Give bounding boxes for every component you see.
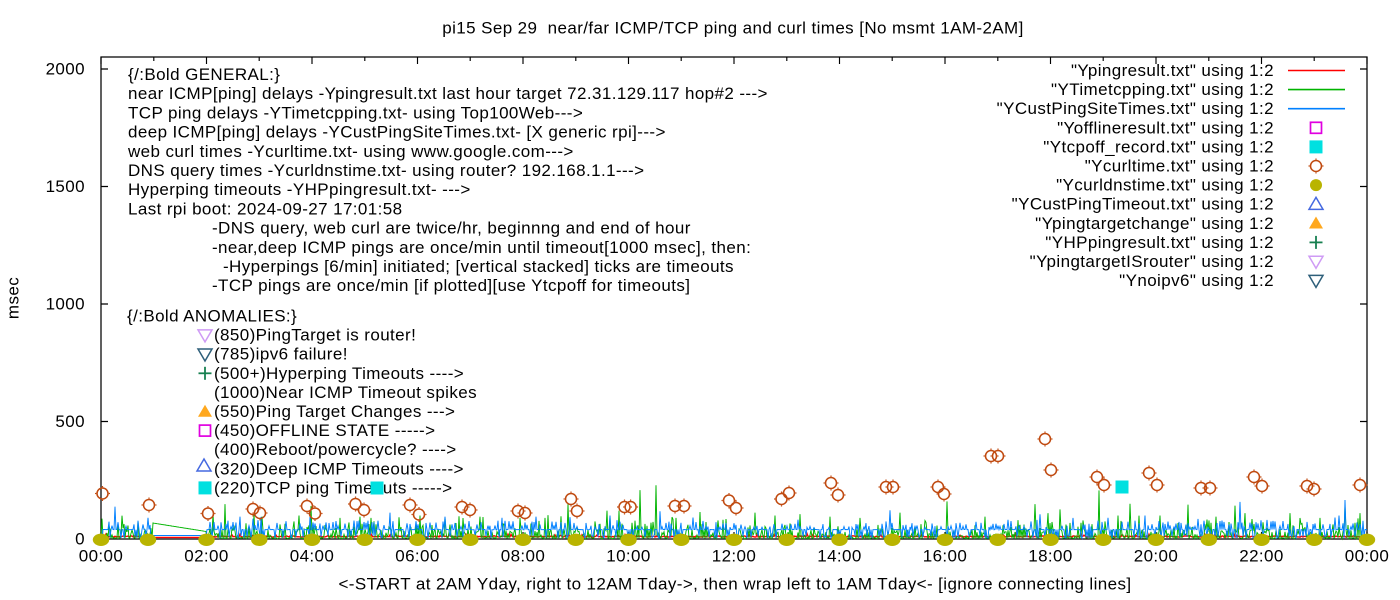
svg-text:2000: 2000	[46, 60, 85, 79]
svg-text:"YTimetcpping.txt" using 1:2: "YTimetcpping.txt" using 1:2	[1051, 80, 1274, 99]
svg-text:06:00: 06:00	[395, 547, 440, 566]
svg-text:00:00: 00:00	[79, 547, 124, 566]
svg-text:(500+)Hyperping Timeouts ---->: (500+)Hyperping Timeouts ---->	[214, 364, 464, 383]
svg-text:20:00: 20:00	[1134, 547, 1179, 566]
svg-text:<-START at 2AM Yday, right to: <-START at 2AM Yday, right to 12AM Tday-…	[338, 575, 1131, 594]
svg-text:DNS query times -Ycurldnstime.: DNS query times -Ycurldnstime.txt- using…	[128, 161, 644, 180]
svg-text:"Ypingtargetchange" using 1:2: "Ypingtargetchange" using 1:2	[1035, 214, 1274, 233]
svg-text:16:00: 16:00	[923, 547, 968, 566]
svg-text:14:00: 14:00	[817, 547, 862, 566]
svg-text:500: 500	[55, 412, 85, 431]
svg-text:1000: 1000	[46, 295, 85, 314]
svg-text:"Yofflineresult.txt" using 1:2: "Yofflineresult.txt" using 1:2	[1057, 118, 1274, 137]
svg-text:(220)TCP ping Timeouts ----->: (220)TCP ping Timeouts ----->	[214, 478, 453, 497]
svg-text:"YCustPingTimeout.txt" using 1: "YCustPingTimeout.txt" using 1:2	[1012, 195, 1274, 214]
svg-text:(785)ipv6 failure!: (785)ipv6 failure!	[214, 345, 348, 364]
svg-text:{/:Bold ANOMALIES:}: {/:Bold ANOMALIES:}	[127, 307, 297, 326]
svg-text:(450)OFFLINE STATE ----->: (450)OFFLINE STATE ----->	[214, 421, 435, 440]
svg-text:"Ytcpoff_record.txt" using 1:2: "Ytcpoff_record.txt" using 1:2	[1043, 137, 1274, 156]
svg-text:"Ycurldnstime.txt" using 1:2: "Ycurldnstime.txt" using 1:2	[1056, 176, 1274, 195]
svg-text:"Ynoipv6" using 1:2: "Ynoipv6" using 1:2	[1119, 271, 1274, 290]
svg-text:Last rpi boot: 2024-09-27 17:0: Last rpi boot: 2024-09-27 17:01:58	[128, 199, 402, 218]
svg-text:(550)Ping Target Changes --->: (550)Ping Target Changes --->	[214, 402, 455, 421]
svg-text:deep ICMP[ping] delays -YCustP: deep ICMP[ping] delays -YCustPingSiteTim…	[128, 123, 666, 142]
svg-text:(400)Reboot/powercycle? ---->: (400)Reboot/powercycle? ---->	[214, 440, 457, 459]
svg-text:18:00: 18:00	[1028, 547, 1073, 566]
svg-text:08:00: 08:00	[501, 547, 546, 566]
svg-text:0: 0	[75, 530, 85, 549]
svg-text:(850)PingTarget is router!: (850)PingTarget is router!	[214, 326, 416, 345]
svg-text:TCP ping delays -YTimetcpping.: TCP ping delays -YTimetcpping.txt- using…	[128, 103, 583, 122]
svg-text:msec: msec	[4, 277, 23, 319]
svg-text:-TCP pings are once/min [if pl: -TCP pings are once/min [if plotted][use…	[212, 276, 690, 295]
svg-text:"YHPpingresult.txt" using 1:2: "YHPpingresult.txt" using 1:2	[1045, 233, 1274, 252]
svg-text:near ICMP[ping] delays -Ypingr: near ICMP[ping] delays -Ypingresult.txt …	[128, 84, 768, 103]
svg-text:{/:Bold GENERAL:}: {/:Bold GENERAL:}	[128, 65, 280, 84]
svg-text:(1000)Near ICMP Timeout spikes: (1000)Near ICMP Timeout spikes	[214, 383, 477, 402]
svg-text:22:00: 22:00	[1239, 547, 1284, 566]
svg-text:pi15 Sep 29 near/far ICMP/TCP: pi15 Sep 29 near/far ICMP/TCP ping and c…	[442, 19, 1023, 38]
svg-text:"YCustPingSiteTimes.txt" using: "YCustPingSiteTimes.txt" using 1:2	[997, 99, 1274, 118]
svg-text:10:00: 10:00	[606, 547, 651, 566]
svg-text:Hyperping timeouts -YHPpingres: Hyperping timeouts -YHPpingresult.txt- -…	[128, 180, 471, 199]
svg-text:00:00: 00:00	[1345, 547, 1390, 566]
svg-text:web curl times -Ycurltime.txt-: web curl times -Ycurltime.txt- using www…	[127, 142, 574, 161]
svg-text:-DNS query, web curl are twice: -DNS query, web curl are twice/hr, begin…	[212, 219, 691, 238]
svg-text:"Ypingresult.txt" using 1:2: "Ypingresult.txt" using 1:2	[1071, 61, 1274, 80]
svg-text:"YpingtargetISrouter" using 1:: "YpingtargetISrouter" using 1:2	[1030, 252, 1274, 271]
svg-text:04:00: 04:00	[290, 547, 335, 566]
svg-text:12:00: 12:00	[712, 547, 757, 566]
svg-text:02:00: 02:00	[184, 547, 229, 566]
svg-text:1500: 1500	[46, 177, 85, 196]
svg-text:-near,deep ICMP pings are once: -near,deep ICMP pings are once/min until…	[212, 238, 751, 257]
svg-text:(320)Deep ICMP Timeouts ---->: (320)Deep ICMP Timeouts ---->	[214, 459, 464, 478]
svg-text:-Hyperpings [6/min] initiated;: -Hyperpings [6/min] initiated; [vertical…	[223, 257, 734, 276]
svg-text:"Ycurltime.txt" using 1:2: "Ycurltime.txt" using 1:2	[1085, 157, 1274, 176]
